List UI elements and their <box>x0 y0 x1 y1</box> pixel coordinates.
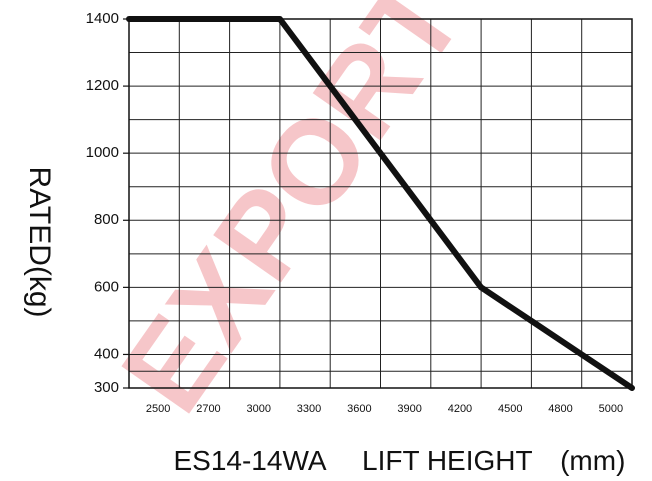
y-axis-label: RATED(kg) <box>23 166 56 317</box>
x-tick-label: 2700 <box>196 403 220 415</box>
x-tick-label: 4500 <box>498 403 522 415</box>
y-tick-label: 600 <box>94 278 119 295</box>
x-tick-label: 3900 <box>397 403 421 415</box>
x-tick-label: 4200 <box>448 403 472 415</box>
y-tick-label: 800 <box>94 211 119 228</box>
y-tick-label: 1400 <box>86 10 119 27</box>
x-tick-label: 2500 <box>146 403 170 415</box>
y-tick-label: 400 <box>94 345 119 362</box>
y-tick-label: 1000 <box>86 144 119 161</box>
plot-border <box>128 18 633 389</box>
y-tick-label: 1200 <box>86 77 119 94</box>
y-axis-ticks: 1400 1200 1000 800 600 400 300 <box>86 10 119 396</box>
y-tick-label: 300 <box>94 379 119 396</box>
model-label: ES14-14WA <box>173 445 326 476</box>
x-tick-label: 3300 <box>297 403 321 415</box>
x-tick-label: 5000 <box>599 403 623 415</box>
x-axis-label: LIFT HEIGHT (mm) <box>362 445 625 476</box>
x-tick-label: 3000 <box>247 403 271 415</box>
series-group <box>126 16 635 391</box>
x-tick-label: 3600 <box>347 403 371 415</box>
x-tick-label: 4800 <box>548 403 572 415</box>
x-axis-ticks: 2500 2700 3000 3300 3600 3900 4200 4500 4800 5000 <box>146 403 623 415</box>
